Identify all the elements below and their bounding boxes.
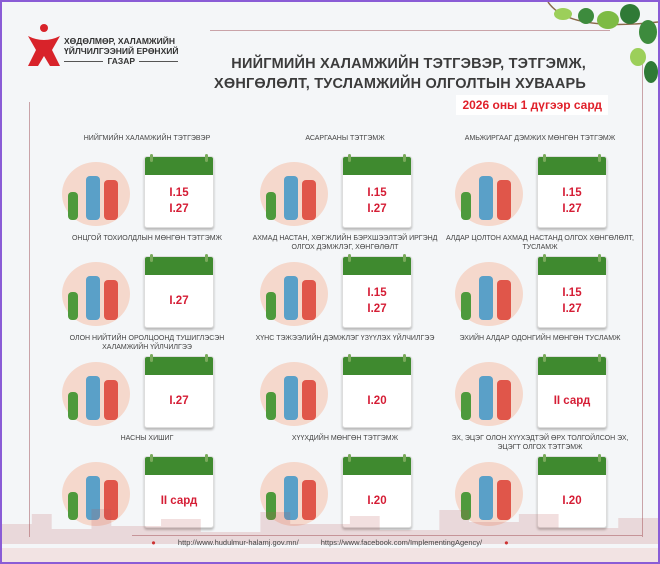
hand-money-illustration — [62, 262, 130, 326]
card-title: ОЛОН НИЙТИЙН ОРОЛЦООНД ТУШИГЛЭСЭН ХАЛАМЖ… — [69, 335, 225, 351]
payment-date: I.27 — [169, 295, 189, 307]
calendar-icon: I.15 I.27 — [537, 154, 607, 228]
payment-date: I.15 — [367, 187, 387, 199]
card-title: ОНЦГОЙ ТОХИОЛДЛЫН МӨНГӨН ТЭТГЭМЖ — [71, 235, 223, 242]
calendar-icon: I.15 I.27 — [342, 254, 412, 328]
website-link[interactable]: http://www.hudulmur-halamj.gov.mn/ — [177, 538, 299, 547]
payment-date: I.15 — [169, 187, 189, 199]
payment-date: I.27 — [367, 203, 387, 215]
payment-date: I.27 — [169, 395, 189, 407]
card-title: АХМАД НАСТАН, ХӨГЖЛИЙН БЭРХШЭЭЛТЭЙ ИРГЭН… — [252, 235, 438, 251]
divider — [210, 30, 610, 31]
schedule-card: НАСНЫ ХИШИГ II сард — [52, 434, 242, 534]
footer: ● http://www.hudulmur-halamj.gov.mn/ htt… — [151, 538, 509, 547]
card-title: АСАРГААНЫ ТЭТГЭМЖ — [305, 135, 385, 142]
calendar-icon: I.15 I.27 — [144, 154, 214, 228]
family-illustration — [455, 462, 523, 526]
schedule-card: ХҮҮХДИЙН МӨНГӨН ТЭТГЭМЖ I.20 — [250, 434, 440, 534]
schedule-card: АХМАД НАСТАН, ХӨГЖЛИЙН БЭРХШЭЭЛТЭЙ ИРГЭН… — [250, 234, 440, 334]
schedule-card: НИЙГМИЙН ХАЛАМЖИЙН ТЭТГЭВЭР I.15 I.27 — [52, 134, 242, 234]
payment-date: I.27 — [367, 303, 387, 315]
calendar-icon: II сард — [144, 454, 214, 528]
card-title: АМЬЖИРГААГ ДЭМЖИХ МӨНГӨН ТЭТГЭМЖ — [464, 135, 616, 142]
community-people-illustration — [62, 362, 130, 426]
card-title: ХҮНС ТЭЖЭЭЛИЙН ДЭМЖЛЭГ ҮЗҮҮЛЭХ ҮЙЛЧИЛГЭЭ — [255, 335, 435, 342]
payment-date: I.15 — [562, 287, 582, 299]
payment-date: I.15 — [367, 287, 387, 299]
calendar-icon: I.15 I.27 — [537, 254, 607, 328]
schedule-card: ОНЦГОЙ ТОХИОЛДЛЫН МӨНГӨН ТЭТГЭМЖ I.27 — [52, 234, 242, 334]
org-name: ХӨДӨЛМӨР, ХАЛАМЖИЙН ҮЙЛЧИЛГЭЭНИЙ ЕРӨНХИЙ… — [64, 36, 178, 66]
food-illustration — [260, 362, 328, 426]
schedule-card: ЭХ, ЭЦЭГ ОЛОН ХҮҮХЭДТЭЙ ӨРХ ТОЛГОЙЛСОН Э… — [445, 434, 635, 534]
card-title: ЭХ, ЭЦЭГ ОЛОН ХҮҮХЭДТЭЙ ӨРХ ТОЛГОЙЛСОН Э… — [451, 435, 629, 451]
payment-date: II сард — [160, 495, 198, 507]
calendar-icon: I.15 I.27 — [342, 154, 412, 228]
schedule-card: ЭХИЙН АЛДАР ОДОНГИЙН МӨНГӨН ТУСЛАМЖ II с… — [445, 334, 635, 434]
org-logo — [28, 24, 60, 66]
calendar-icon: I.20 — [342, 354, 412, 428]
card-title: ЭХИЙН АЛДАР ОДОНГИЙН МӨНГӨН ТУСЛАМЖ — [459, 335, 621, 342]
divider — [132, 535, 642, 536]
org-name-line: ГАЗАР — [107, 56, 136, 66]
schedule-card: АСАРГААНЫ ТЭТГЭМЖ I.15 I.27 — [250, 134, 440, 234]
title-line: ХӨНГӨЛӨЛТ, ТУСЛАМЖИЙН ОЛГОЛТЫН ХУВААРЬ — [213, 76, 586, 92]
calendar-icon: II сард — [537, 354, 607, 428]
payment-date: I.27 — [562, 203, 582, 215]
payment-date: I.27 — [562, 303, 582, 315]
children-illustration — [260, 462, 328, 526]
medals-illustration — [455, 362, 523, 426]
payment-date: I.20 — [562, 495, 582, 507]
calendar-icon: I.27 — [144, 354, 214, 428]
schedule-card: АМЬЖИРГААГ ДЭМЖИХ МӨНГӨН ТЭТГЭМЖ I.15 I.2… — [445, 134, 635, 234]
org-name-line: ҮЙЛЧИЛГЭЭНИЙ ЕРӨНХИЙ — [64, 46, 179, 56]
disability-support-illustration — [260, 262, 328, 326]
city-skyline-decoration — [2, 509, 658, 544]
schedule-card: АЛДАР ЦОЛТОН АХМАД НАСТАНД ОЛГОХ ХӨНГӨЛӨ… — [445, 234, 635, 334]
calendar-icon: I.27 — [144, 254, 214, 328]
payment-date: I.15 — [562, 187, 582, 199]
card-title: НАСНЫ ХИШИГ — [120, 435, 174, 442]
divider — [29, 102, 30, 537]
card-title: НИЙГМИЙН ХАЛАМЖИЙН ТЭТГЭВЭР — [83, 135, 211, 142]
elderly-couple-illustration — [62, 162, 130, 226]
card-title: АЛДАР ЦОЛТОН АХМАД НАСТАНД ОЛГОХ ХӨНГӨЛӨ… — [445, 235, 634, 251]
page-title: НИЙГМИЙН ХАЛАМЖИЙН ТЭТГЭВЭР, ТЭТГЭМЖ, ХӨ… — [214, 54, 586, 94]
payment-date: I.20 — [367, 395, 387, 407]
calendar-icon: I.20 — [537, 454, 607, 528]
bottom-bar — [2, 548, 658, 562]
honored-elders-illustration — [455, 262, 523, 326]
org-name-line: ХӨДӨЛМӨР, ХАЛАМЖИЙН — [64, 36, 175, 46]
schedule-card: ОЛОН НИЙТИЙН ОРОЛЦООНД ТУШИГЛЭСЭН ХАЛАМЖ… — [52, 334, 242, 434]
card-title: ХҮҮХДИЙН МӨНГӨН ТЭТГЭМЖ — [291, 435, 399, 442]
payment-date: I.27 — [169, 203, 189, 215]
money-coins-illustration — [455, 162, 523, 226]
wheelchair-caregiver-illustration — [260, 162, 328, 226]
divider — [642, 62, 643, 537]
title-line: НИЙГМИЙН ХАЛАМЖИЙН ТЭТГЭВЭР, ТЭТГЭМЖ, — [231, 56, 586, 72]
payment-date: II сард — [553, 395, 591, 407]
schedule-card: ХҮНС ТЭЖЭЭЛИЙН ДЭМЖЛЭГ ҮЗҮҮЛЭХ ҮЙЛЧИЛГЭЭ… — [250, 334, 440, 434]
facebook-link[interactable]: https://www.facebook.com/ImplementingAge… — [320, 538, 483, 547]
leaves-decoration — [547, 2, 658, 83]
payment-date: I.20 — [367, 495, 387, 507]
page-subtitle: 2026 оны 1 дүгээр сард — [456, 95, 608, 115]
calendar-icon: I.20 — [342, 454, 412, 528]
elderly-sofa-illustration — [62, 462, 130, 526]
